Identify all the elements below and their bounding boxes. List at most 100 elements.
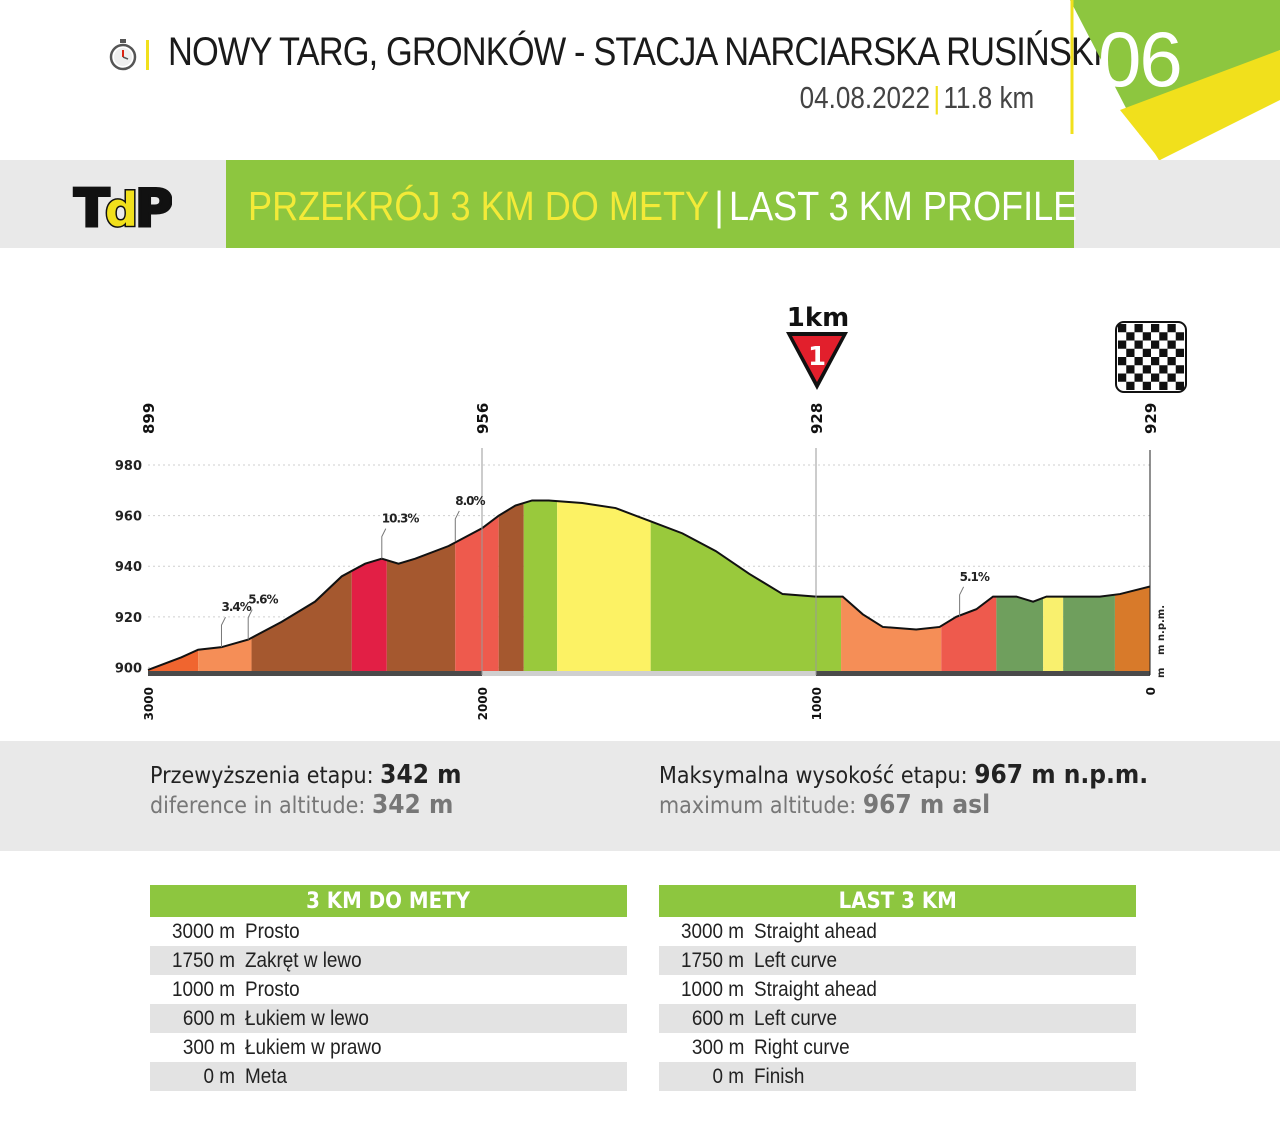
altitude-label: 899 xyxy=(140,403,158,434)
row-distance: 600 m xyxy=(691,1007,744,1030)
flag-square xyxy=(1175,365,1184,374)
km-marker-label: 1km xyxy=(787,303,849,333)
svg-text:T: T xyxy=(74,179,110,234)
row-distance: 600 m xyxy=(182,1007,235,1030)
row-distance: 0 m xyxy=(203,1065,235,1088)
table-header: 3 KM DO METY xyxy=(150,885,627,917)
row-description: Łukiem w prawo xyxy=(245,1036,382,1059)
gradient-label: 10.3% xyxy=(382,512,420,526)
flag-square xyxy=(1118,357,1127,366)
title-separator xyxy=(146,40,149,70)
profile-segment xyxy=(841,596,942,675)
gradient-leader xyxy=(247,609,253,640)
svg-text:d: d xyxy=(105,183,138,234)
profile-segment xyxy=(557,501,651,675)
svg-text:P: P xyxy=(135,179,172,234)
banner-separator: | xyxy=(714,183,724,229)
stat-value: 342 m xyxy=(371,790,454,820)
table-row: 600 m Łukiem w lewo xyxy=(150,1004,627,1033)
row-description: Left curve xyxy=(754,949,837,972)
stat-label: maximum altitude: xyxy=(659,793,857,819)
table-row: 1750 m Zakręt w lewo xyxy=(150,946,627,975)
flag-square xyxy=(1118,324,1127,333)
profile-segment xyxy=(996,596,1044,675)
row-description: Left curve xyxy=(754,1007,837,1030)
flag-square xyxy=(1118,340,1127,349)
profile-segment xyxy=(650,521,842,675)
table-row: 0 m Meta xyxy=(150,1062,627,1091)
table-row: 300 m Łukiem w prawo xyxy=(150,1033,627,1062)
row-distance: 1000 m xyxy=(171,978,235,1001)
row-distance: 300 m xyxy=(182,1036,235,1059)
flag-square xyxy=(1167,340,1176,349)
tdp-logo: T d P xyxy=(73,178,173,235)
profile-segment xyxy=(941,596,997,675)
profile-segment xyxy=(198,637,252,675)
stage-distance: 11.8 km xyxy=(943,80,1034,115)
altitude-difference-pl: Przewyższenia etapu: 342 m xyxy=(150,760,462,790)
table-row: 0 m Finish xyxy=(659,1062,1136,1091)
route-table-pl: 3 KM DO METY 3000 m Prosto 1750 m Zakręt w… xyxy=(150,885,627,1091)
flag-square xyxy=(1159,332,1168,341)
flag-square xyxy=(1151,340,1160,349)
stage-title: NOWY TARG, GRONKÓW - STACJA NARCIARSKA R… xyxy=(168,30,1103,74)
flag-square xyxy=(1142,332,1151,341)
stopwatch-icon xyxy=(109,39,137,71)
gradient-leader xyxy=(454,510,460,541)
row-distance: 3000 m xyxy=(171,920,235,943)
row-distance: 1750 m xyxy=(680,949,744,972)
y-tick-label: 980 xyxy=(115,459,142,474)
row-distance: 300 m xyxy=(691,1036,744,1059)
table-row: 300 m Right curve xyxy=(659,1033,1136,1062)
table-row: 600 m Left curve xyxy=(659,1004,1136,1033)
altitude-label: 956 xyxy=(474,403,492,434)
table-title: 3 KM DO METY xyxy=(306,889,471,914)
max-altitude-en: maximum altitude: 967 m asl xyxy=(659,790,990,820)
row-distance: 1750 m xyxy=(171,949,235,972)
flag-square xyxy=(1118,373,1127,382)
row-description: Prosto xyxy=(245,920,300,943)
max-altitude-pl: Maksymalna wysokość etapu: 967 m n.p.m. xyxy=(659,760,1148,790)
y-tick-label: 960 xyxy=(115,510,142,525)
stage-number: 06 xyxy=(1098,15,1183,103)
x-tick-label: 2000 xyxy=(476,687,490,720)
table-row: 3000 m Prosto xyxy=(150,917,627,946)
stat-label: Przewyższenia etapu: xyxy=(150,763,374,789)
gradient-label: 3.4% xyxy=(221,600,251,614)
stage-subtitle: 04.08.2022 | 11.8 km xyxy=(799,80,1034,116)
table-row: 1000 m Straight ahead xyxy=(659,975,1136,1004)
altitude-difference-en: diference in altitude: 342 m xyxy=(150,790,453,820)
gradient-leader xyxy=(959,586,965,617)
flag-square xyxy=(1126,332,1135,341)
stat-value: 967 m asl xyxy=(862,790,991,820)
x-unit-label: m xyxy=(1156,668,1167,678)
x-tick-label: 1000 xyxy=(810,687,824,720)
route-table-en: LAST 3 KM 3000 m Straight ahead 1750 m Lef… xyxy=(659,885,1136,1091)
stage-corner-graphic xyxy=(1020,0,1280,160)
flag-square xyxy=(1151,373,1160,382)
x-tick-label: 0 xyxy=(1144,687,1158,695)
flag-square xyxy=(1151,357,1160,366)
row-description: Meta xyxy=(245,1065,288,1088)
profile-segment xyxy=(1114,586,1150,675)
flag-square xyxy=(1126,348,1135,357)
row-description: Right curve xyxy=(754,1036,850,1059)
gradient-leader xyxy=(381,528,387,559)
flag-square xyxy=(1126,381,1135,390)
flag-square xyxy=(1159,365,1168,374)
profile-segment xyxy=(251,570,352,675)
flag-square xyxy=(1142,381,1151,390)
flag-square xyxy=(1134,340,1143,349)
banner-title-en: LAST 3 KM PROFILE xyxy=(729,183,1078,229)
profile-segment xyxy=(1063,594,1115,675)
banner-title: PRZEKRÓJ 3 KM DO METY | LAST 3 KM PROFILE xyxy=(248,183,1077,230)
flag-square xyxy=(1151,324,1160,333)
stat-value: 342 m xyxy=(380,760,462,790)
y-tick-label: 940 xyxy=(115,560,142,575)
km-marker-number: 1 xyxy=(808,342,826,372)
flag-square xyxy=(1167,373,1176,382)
stage-date: 04.08.2022 xyxy=(799,80,930,115)
row-description: Zakręt w lewo xyxy=(245,949,362,972)
flag-square xyxy=(1142,348,1151,357)
row-distance: 0 m xyxy=(712,1065,744,1088)
